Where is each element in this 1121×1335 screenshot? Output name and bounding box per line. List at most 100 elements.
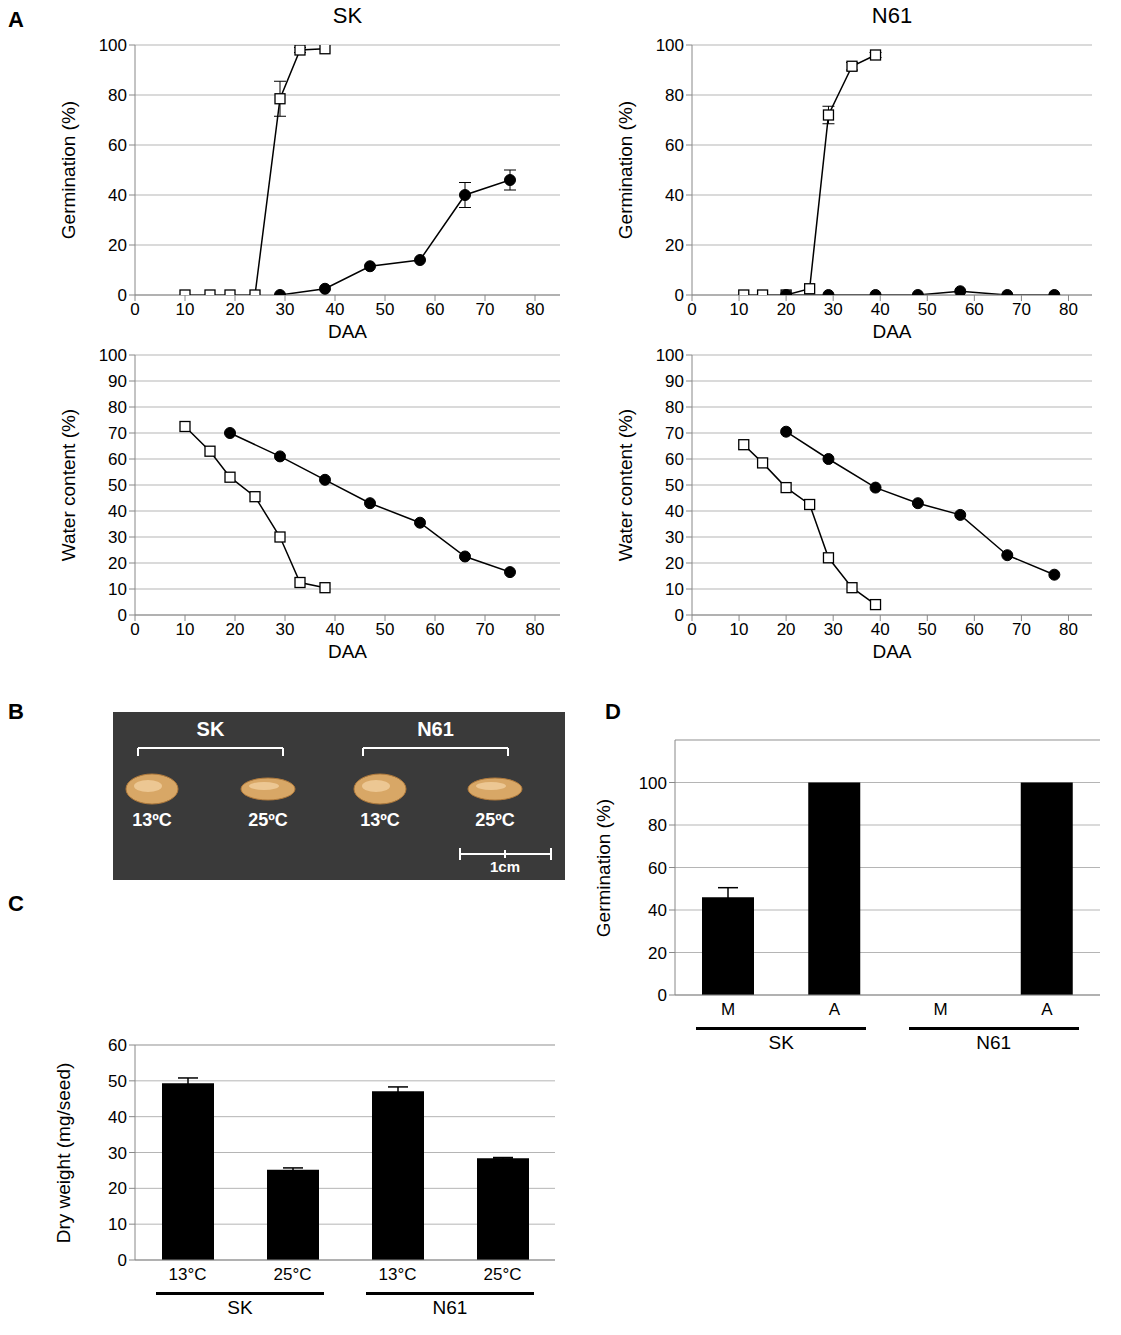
svg-text:80: 80: [665, 86, 684, 105]
svg-text:60: 60: [965, 300, 984, 319]
svg-text:40: 40: [108, 1108, 127, 1127]
svg-text:60: 60: [665, 136, 684, 155]
html-text:DAA: DAA: [328, 641, 367, 662]
svg-text:0: 0: [658, 986, 667, 1005]
svg-text:0: 0: [687, 300, 696, 319]
svg-text:40: 40: [871, 620, 890, 639]
html-text:N61: N61: [871, 3, 913, 28]
html-text:Water content (%): Water content (%): [58, 408, 79, 562]
svg-text:0: 0: [675, 286, 684, 305]
svg-text:40: 40: [648, 901, 667, 920]
svg-text:40: 40: [871, 300, 890, 319]
svg-text:50: 50: [376, 620, 395, 639]
svg-text:60: 60: [108, 136, 127, 155]
svg-text:70: 70: [108, 424, 127, 443]
svg-text:0: 0: [118, 606, 127, 625]
svg-text:80: 80: [526, 620, 545, 639]
svg-text:10: 10: [665, 580, 684, 599]
svg-text:50: 50: [665, 476, 684, 495]
svg-text:M: M: [934, 1000, 948, 1019]
svg-text:70: 70: [1012, 300, 1031, 319]
svg-text:40: 40: [665, 186, 684, 205]
svg-text:70: 70: [476, 620, 495, 639]
svg-text:13°C: 13°C: [169, 1265, 207, 1284]
svg-text:50: 50: [918, 300, 937, 319]
svg-text:60: 60: [426, 300, 445, 319]
svg-text:25°C: 25°C: [274, 1265, 312, 1284]
svg-text:30: 30: [824, 620, 843, 639]
svg-text:20: 20: [108, 1179, 127, 1198]
svg-text:80: 80: [1059, 300, 1078, 319]
svg-text:10: 10: [730, 300, 749, 319]
svg-text:80: 80: [648, 816, 667, 835]
svg-text:40: 40: [665, 502, 684, 521]
svg-text:10: 10: [176, 300, 195, 319]
svg-text:60: 60: [665, 450, 684, 469]
svg-text:60: 60: [108, 1036, 127, 1055]
svg-text:100: 100: [656, 36, 684, 55]
html-text:Germination (%): Germination (%): [58, 100, 79, 240]
svg-text:40: 40: [326, 620, 345, 639]
svg-text:0: 0: [118, 286, 127, 305]
svg-text:A: A: [1041, 1000, 1053, 1019]
svg-text:90: 90: [108, 372, 127, 391]
svg-text:30: 30: [108, 528, 127, 547]
svg-text:0: 0: [118, 1251, 127, 1270]
svg-text:50: 50: [108, 1072, 127, 1091]
svg-text:20: 20: [108, 554, 127, 573]
html-text:SK: SK: [332, 3, 363, 28]
svg-text:25°C: 25°C: [484, 1265, 522, 1284]
svg-text:80: 80: [108, 398, 127, 417]
svg-text:100: 100: [99, 36, 127, 55]
svg-text:50: 50: [918, 620, 937, 639]
svg-text:40: 40: [326, 300, 345, 319]
svg-text:20: 20: [777, 300, 796, 319]
svg-text:60: 60: [426, 620, 445, 639]
svg-text:70: 70: [665, 424, 684, 443]
svg-text:80: 80: [665, 398, 684, 417]
svg-text:80: 80: [526, 300, 545, 319]
svg-text:80: 80: [1059, 620, 1078, 639]
svg-text:10: 10: [108, 580, 127, 599]
svg-text:A: A: [829, 1000, 841, 1019]
svg-text:20: 20: [665, 554, 684, 573]
svg-text:20: 20: [777, 620, 796, 639]
svg-text:60: 60: [648, 859, 667, 878]
svg-text:20: 20: [226, 620, 245, 639]
svg-text:10: 10: [176, 620, 195, 639]
svg-text:90: 90: [665, 372, 684, 391]
svg-text:0: 0: [675, 606, 684, 625]
svg-text:20: 20: [108, 236, 127, 255]
svg-text:70: 70: [1012, 620, 1031, 639]
svg-text:30: 30: [276, 300, 295, 319]
svg-text:80: 80: [108, 86, 127, 105]
svg-text:30: 30: [276, 620, 295, 639]
svg-text:100: 100: [99, 346, 127, 365]
svg-text:30: 30: [108, 1144, 127, 1163]
svg-text:0: 0: [130, 620, 139, 639]
svg-text:30: 30: [665, 528, 684, 547]
svg-text:50: 50: [108, 476, 127, 495]
svg-text:0: 0: [130, 300, 139, 319]
html-text:Germination (%): Germination (%): [615, 100, 636, 240]
svg-text:40: 40: [108, 502, 127, 521]
html-text:SK: SK: [196, 718, 225, 740]
svg-text:30: 30: [824, 300, 843, 319]
svg-text:40: 40: [108, 186, 127, 205]
svg-text:10: 10: [730, 620, 749, 639]
svg-text:60: 60: [965, 620, 984, 639]
svg-text:20: 20: [226, 300, 245, 319]
svg-text:70: 70: [476, 300, 495, 319]
svg-text:60: 60: [108, 450, 127, 469]
svg-text:50: 50: [376, 300, 395, 319]
svg-text:10: 10: [108, 1215, 127, 1234]
svg-text:M: M: [721, 1000, 735, 1019]
svg-text:20: 20: [648, 944, 667, 963]
svg-text:100: 100: [656, 346, 684, 365]
svg-text:13°C: 13°C: [379, 1265, 417, 1284]
svg-text:0: 0: [687, 620, 696, 639]
html-text:DAA: DAA: [328, 321, 367, 342]
svg-text:100: 100: [639, 774, 667, 793]
html-text:N61: N61: [417, 718, 454, 740]
svg-text:20: 20: [665, 236, 684, 255]
